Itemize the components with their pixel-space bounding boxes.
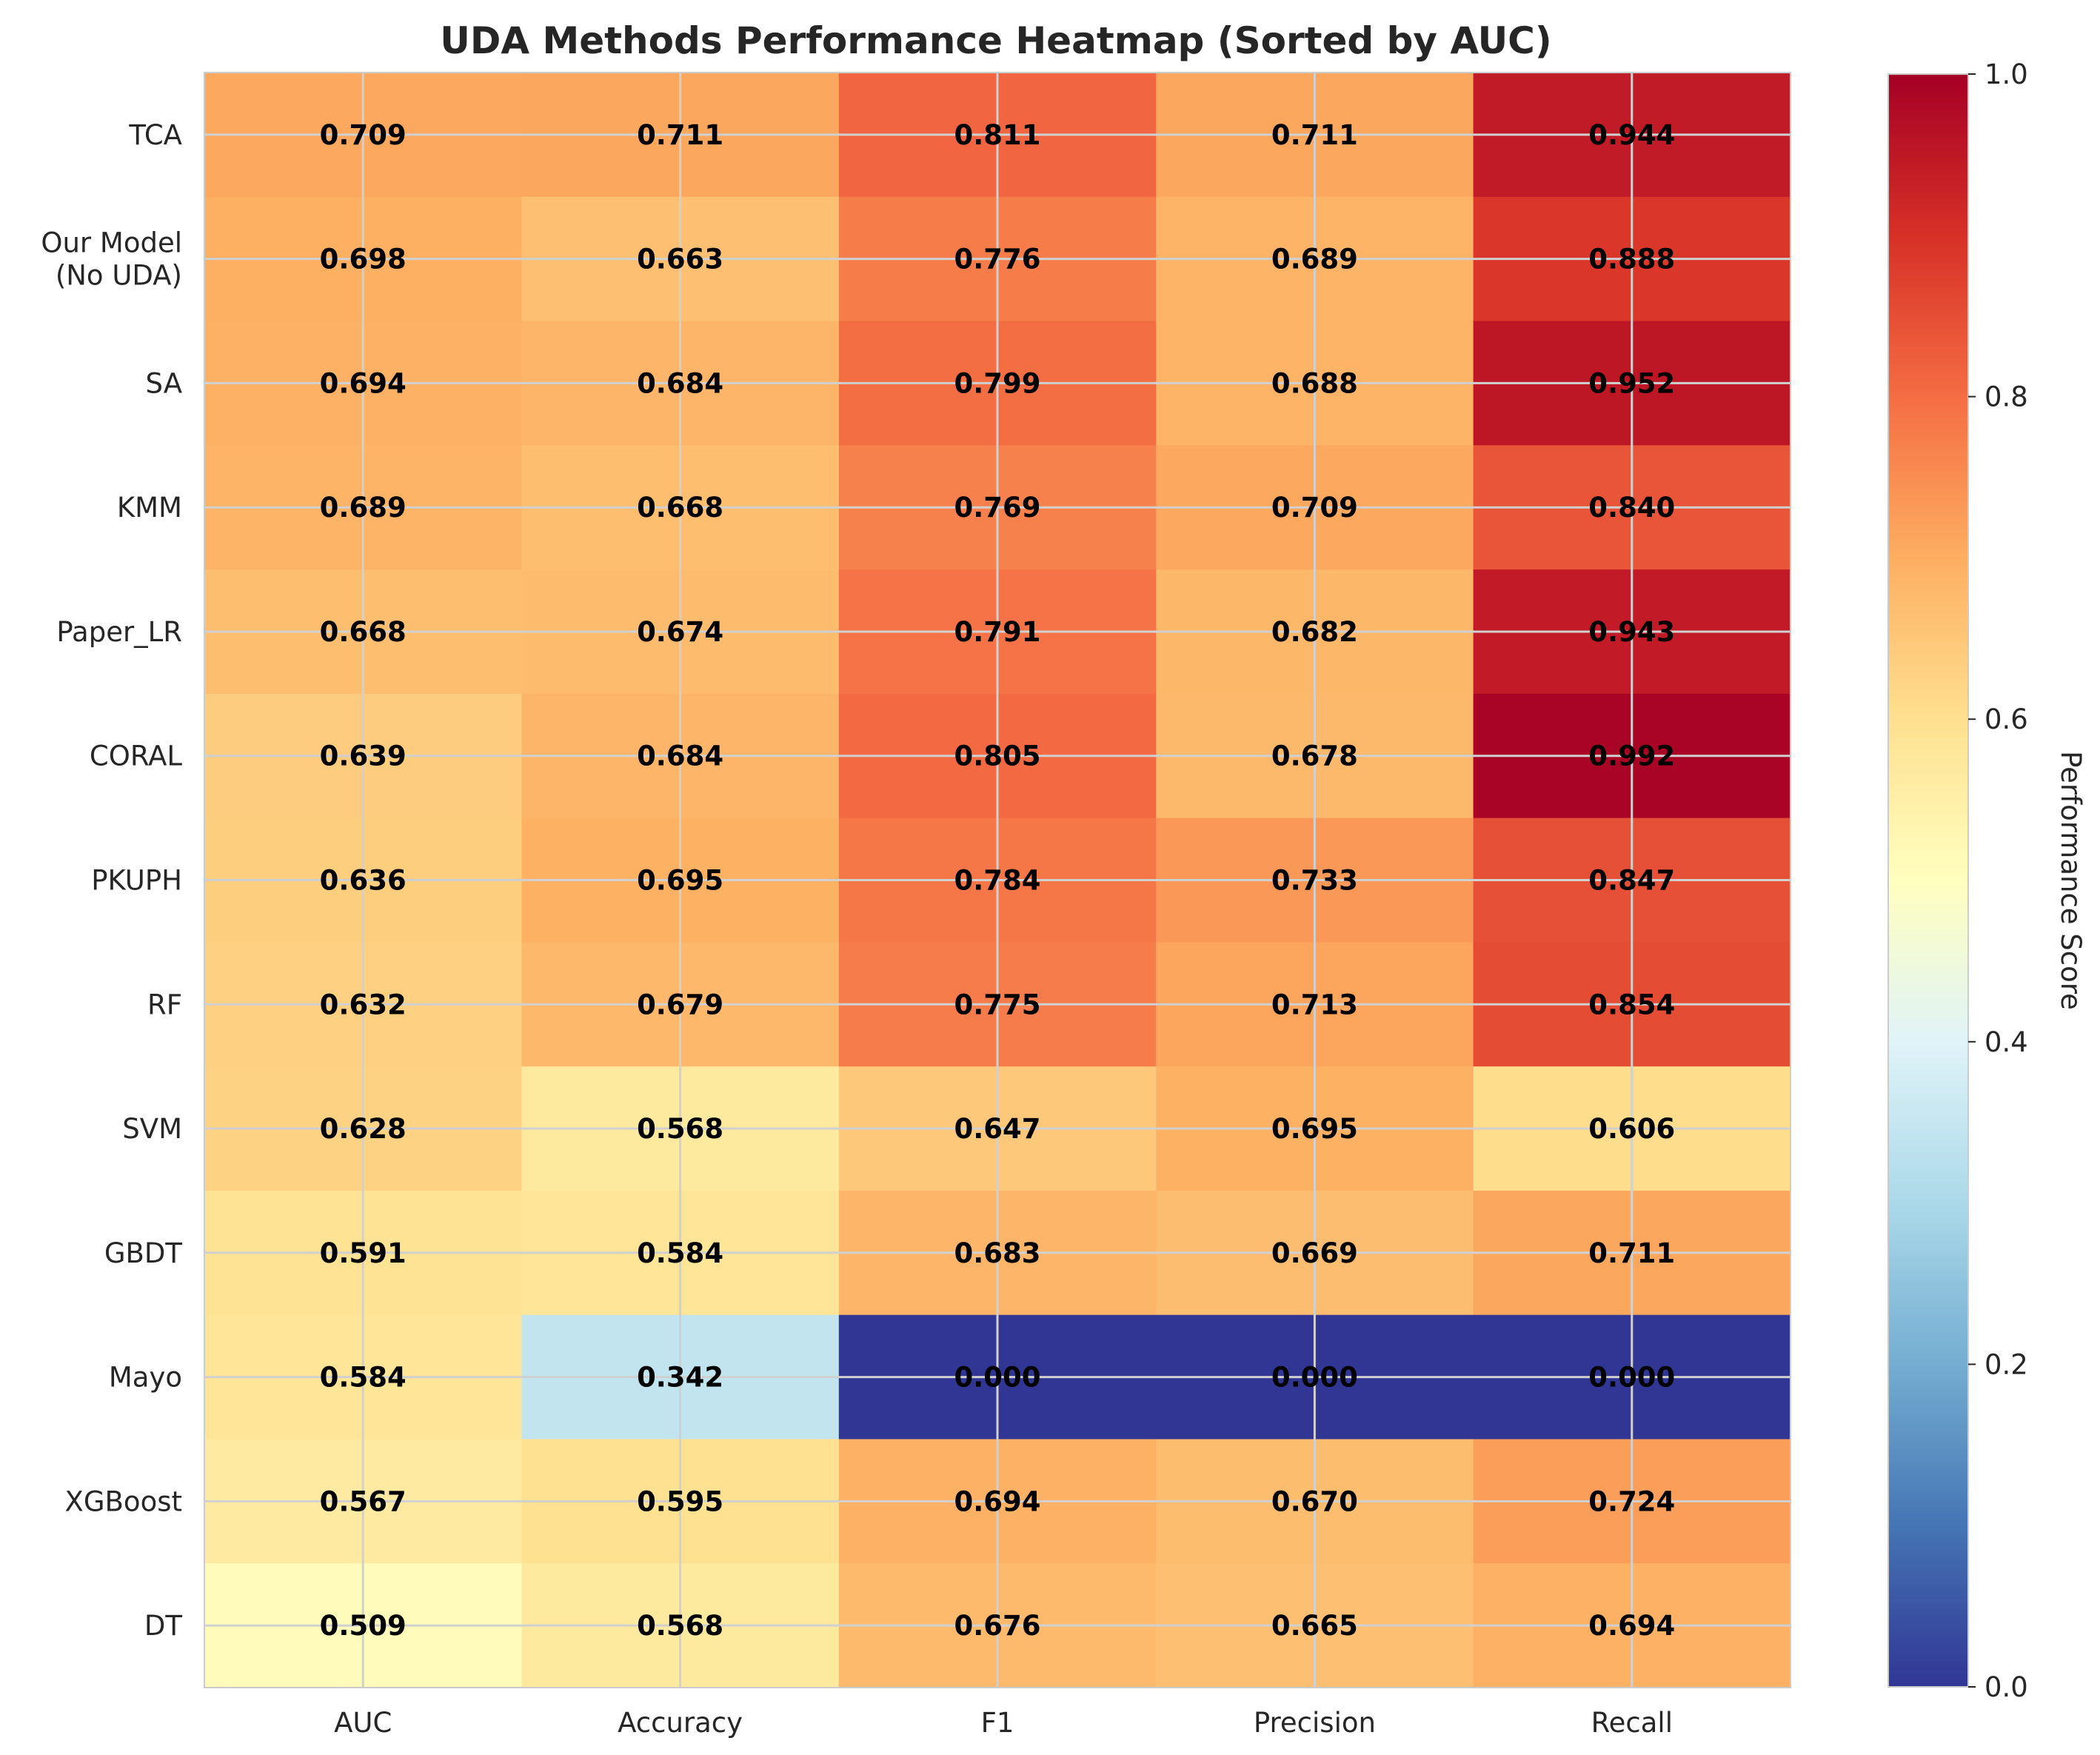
cell-value-label: 0.799 [954, 367, 1040, 399]
cell-value-label: 0.669 [1271, 1237, 1358, 1269]
cell-value-label: 0.689 [320, 492, 407, 524]
cell-value-label: 0.733 [1271, 865, 1358, 897]
cell-value-label: 0.678 [1271, 741, 1358, 772]
cell-value-label: 0.689 [1271, 244, 1358, 275]
column-label: Accuracy [618, 1707, 743, 1739]
cell-value-label: 0.606 [1588, 1113, 1675, 1145]
cell-value-label: 0.682 [1271, 616, 1358, 648]
cell-value-label: 0.639 [320, 741, 407, 772]
colorbar-tick-label: 1.0 [1984, 58, 2028, 90]
cell-value-label: 0.584 [320, 1362, 407, 1394]
colorbar-tick-label: 0.4 [1984, 1026, 2028, 1058]
cell-value-label: 0.709 [1271, 492, 1358, 524]
cell-value-label: 0.784 [954, 865, 1040, 897]
cell-value-label: 0.674 [637, 616, 723, 648]
cell-value-label: 0.943 [1588, 616, 1675, 648]
cell-value-label: 0.688 [1271, 367, 1358, 399]
cell-value-label: 0.992 [1588, 741, 1675, 772]
row-label: DT [144, 1610, 182, 1642]
cell-value-label: 0.000 [1271, 1362, 1358, 1394]
cell-value-label: 0.698 [320, 244, 407, 275]
column-label: F1 [981, 1707, 1014, 1739]
cell-value-label: 0.694 [320, 367, 407, 399]
row-label: SA [146, 367, 182, 399]
row-label: XGBoost [65, 1485, 182, 1517]
row-labels: TCA Our Model (No UDA) SA KMM Paper_LR CORAL PK… [41, 119, 182, 1642]
cell-value-label: 0.711 [1588, 1237, 1675, 1269]
colorbar: 0.0 0.2 0.4 0.6 0.8 1.0 Performance Score [1887, 58, 2087, 1703]
row-label: Paper_LR [56, 616, 182, 648]
cell-value-label: 0.791 [954, 616, 1040, 648]
cell-value-label: 0.684 [637, 741, 723, 772]
cell-value-label: 0.694 [954, 1485, 1040, 1517]
cell-value-label: 0.595 [637, 1485, 723, 1517]
cell-value-label: 0.805 [954, 741, 1040, 772]
cell-value-label: 0.679 [637, 989, 723, 1020]
cell-value-label: 0.776 [954, 244, 1040, 275]
cell-value-label: 0.567 [320, 1485, 407, 1517]
column-label: Precision [1254, 1707, 1376, 1739]
cell-value-label: 0.695 [1271, 1113, 1358, 1145]
cell-value-label: 0.568 [637, 1113, 723, 1145]
cell-value-label: 0.944 [1588, 119, 1675, 151]
cell-value-label: 0.847 [1588, 865, 1675, 897]
cell-labels: 0.709 0.711 0.811 0.711 0.944 0.698 0.663 0.776… [320, 119, 1676, 1642]
cell-value-label: 0.668 [320, 616, 407, 648]
cell-value-label: 0.665 [1271, 1610, 1358, 1642]
cell-value-label: 0.854 [1588, 989, 1675, 1020]
cell-value-label: 0.775 [954, 989, 1040, 1020]
cell-value-label: 0.509 [320, 1610, 407, 1642]
cell-value-label: 0.647 [954, 1113, 1040, 1145]
colorbar-tick-label: 0.8 [1984, 381, 2028, 413]
cell-value-label: 0.628 [320, 1113, 407, 1145]
cell-value-label: 0.636 [320, 865, 407, 897]
cell-value-label: 0.000 [954, 1362, 1040, 1394]
cell-value-label: 0.711 [637, 119, 723, 151]
cell-value-label: 0.684 [637, 367, 723, 399]
plot-frame [204, 72, 1791, 1688]
cell-value-label: 0.591 [320, 1237, 407, 1269]
cell-value-label: 0.568 [637, 1610, 723, 1642]
row-label: SVM [122, 1113, 182, 1145]
row-label: CORAL [90, 741, 182, 772]
gridlines [204, 72, 1791, 1688]
cell-value-label: 0.668 [637, 492, 723, 524]
row-label: KMM [117, 492, 182, 524]
row-label: TCA [128, 119, 182, 151]
cell-value-label: 0.711 [1271, 119, 1358, 151]
row-label: GBDT [104, 1237, 183, 1269]
cell-value-label: 0.840 [1588, 492, 1675, 524]
cell-value-label: 0.632 [320, 989, 407, 1020]
cell-value-label: 0.724 [1588, 1485, 1675, 1517]
column-label: Recall [1591, 1707, 1673, 1739]
cell-value-label: 0.663 [637, 244, 723, 275]
cell-value-label: 0.670 [1271, 1485, 1358, 1517]
row-label: Mayo [109, 1362, 182, 1394]
colorbar-label: Performance Score [2055, 751, 2087, 1010]
cell-value-label: 0.584 [637, 1237, 723, 1269]
cell-value-label: 0.000 [1588, 1362, 1675, 1394]
cell-value-label: 0.952 [1588, 367, 1675, 399]
column-labels: AUC Accuracy F1 Precision Recall [334, 1707, 1673, 1739]
colorbar-gradient [1887, 73, 1969, 1688]
cell-value-label: 0.342 [637, 1362, 723, 1394]
colorbar-tick-label: 0.0 [1984, 1671, 2028, 1703]
colorbar-tick-label: 0.6 [1984, 703, 2028, 735]
cell-value-label: 0.811 [954, 119, 1040, 151]
cell-value-label: 0.695 [637, 865, 723, 897]
row-label: PKUPH [91, 865, 182, 897]
colorbar-tick-label: 0.2 [1984, 1348, 2028, 1380]
cell-value-label: 0.769 [954, 492, 1040, 524]
cell-value-label: 0.676 [954, 1610, 1040, 1642]
column-label: AUC [334, 1707, 392, 1739]
row-label: RF [147, 989, 182, 1020]
cell-value-label: 0.694 [1588, 1610, 1675, 1642]
cell-value-label: 0.683 [954, 1237, 1040, 1269]
chart-title: UDA Methods Performance Heatmap (Sorted … [440, 19, 1551, 62]
cell-value-label: 0.713 [1271, 989, 1358, 1020]
cell-value-label: 0.709 [320, 119, 407, 151]
cell-value-label: 0.888 [1588, 244, 1675, 275]
row-label: Our Model (No UDA) [41, 227, 182, 292]
